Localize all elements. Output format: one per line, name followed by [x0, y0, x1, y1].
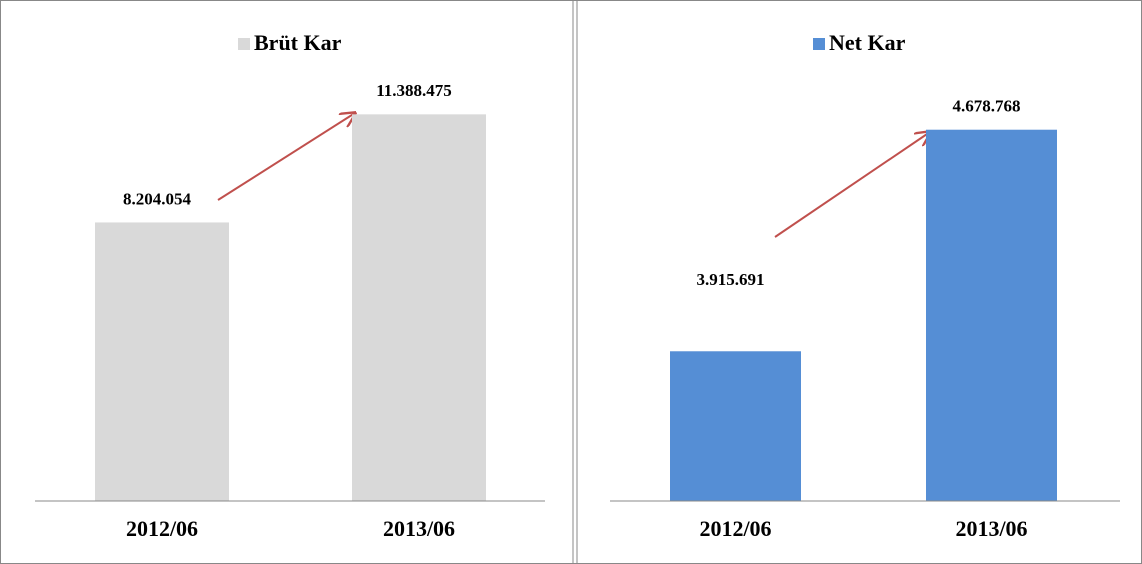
value-label: 3.915.691: [697, 270, 765, 289]
bar: [352, 114, 486, 502]
bar: [95, 222, 229, 501]
x-tick-label: 2012/06: [699, 516, 771, 541]
x-tick-label: 2013/06: [955, 516, 1027, 541]
value-label: 8.204.054: [123, 189, 192, 208]
legend-label: Net Kar: [829, 30, 906, 55]
arrow: [217, 113, 355, 201]
legend-label: Brüt Kar: [254, 30, 342, 55]
bar: [670, 351, 801, 501]
legend-swatch: [238, 38, 250, 50]
arrow: [774, 132, 930, 238]
value-label: 4.678.768: [953, 97, 1021, 116]
value-label: 11.388.475: [376, 81, 452, 100]
bar: [926, 129, 1057, 502]
x-tick-label: 2012/06: [126, 516, 198, 541]
legend-swatch: [813, 38, 825, 50]
x-tick-label: 2013/06: [383, 516, 455, 541]
